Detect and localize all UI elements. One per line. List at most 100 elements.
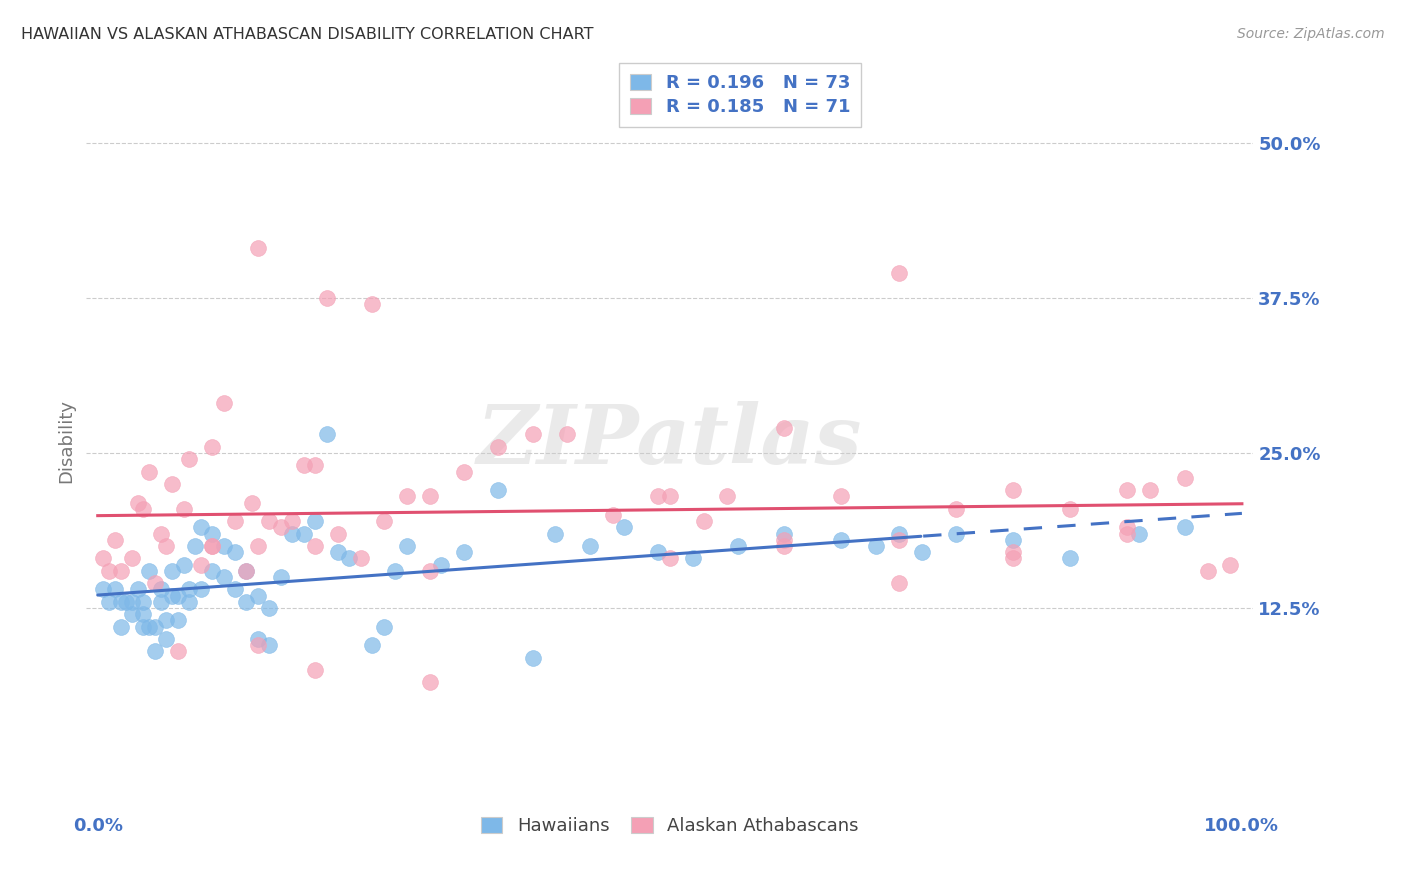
Point (110, 564, 132, 578)
Point (201, 539, 224, 553)
Point (910, 545, 932, 559)
Point (1139, 483, 1161, 497)
Point (350, 551, 373, 566)
Point (1002, 551, 1025, 566)
Point (115, 595, 138, 609)
Point (201, 526, 224, 541)
Point (361, 297, 384, 311)
Point (430, 558, 453, 572)
Point (160, 589, 183, 603)
Point (127, 495, 149, 509)
Point (149, 595, 172, 609)
Point (235, 564, 257, 578)
Point (1059, 501, 1081, 516)
Point (212, 396, 235, 410)
Point (555, 427, 578, 442)
Point (138, 564, 160, 578)
Point (270, 520, 292, 534)
Point (246, 241, 269, 255)
Point (166, 644, 188, 658)
Point (887, 526, 910, 541)
Point (326, 545, 349, 559)
Point (486, 483, 509, 497)
Point (693, 514, 716, 528)
Point (315, 291, 337, 305)
Point (373, 514, 395, 528)
Point (281, 514, 304, 528)
Point (304, 663, 326, 677)
Point (127, 582, 149, 597)
Point (384, 564, 406, 578)
Point (132, 607, 155, 622)
Point (104, 533, 127, 547)
Point (1116, 526, 1139, 541)
Point (1002, 533, 1025, 547)
Point (259, 514, 281, 528)
Point (682, 551, 704, 566)
Point (173, 558, 195, 572)
Point (155, 539, 177, 553)
Point (110, 619, 132, 633)
Point (190, 558, 212, 572)
Text: Source: ZipAtlas.com: Source: ZipAtlas.com (1237, 27, 1385, 41)
Point (1002, 545, 1025, 559)
Point (315, 427, 337, 442)
Point (259, 638, 281, 652)
Text: HAWAIIAN VS ALASKAN ATHABASCAN DISABILITY CORRELATION CHART: HAWAIIAN VS ALASKAN ATHABASCAN DISABILIT… (21, 27, 593, 42)
Text: ZIPatlas: ZIPatlas (477, 401, 862, 481)
Point (149, 582, 172, 597)
Point (143, 644, 166, 658)
Point (419, 675, 441, 690)
Point (160, 477, 183, 491)
Point (138, 619, 160, 633)
Point (1116, 520, 1139, 534)
Point (1174, 520, 1197, 534)
Point (98, 595, 121, 609)
Point (246, 632, 269, 646)
Point (121, 551, 143, 566)
Point (143, 576, 166, 591)
Point (602, 508, 624, 522)
Point (240, 495, 263, 509)
Point (945, 526, 967, 541)
Legend: Hawaiians, Alaskan Athabascans: Hawaiians, Alaskan Athabascans (472, 808, 868, 845)
Point (578, 539, 600, 553)
Point (647, 489, 669, 503)
Point (110, 595, 132, 609)
Point (339, 551, 361, 566)
Point (773, 526, 796, 541)
Point (453, 545, 475, 559)
Point (945, 501, 967, 516)
Point (1116, 483, 1139, 497)
Point (1197, 564, 1219, 578)
Point (143, 619, 166, 633)
Point (184, 539, 207, 553)
Point (830, 533, 852, 547)
Point (373, 619, 395, 633)
Point (132, 501, 155, 516)
Point (246, 589, 269, 603)
Point (166, 613, 188, 627)
Point (212, 539, 235, 553)
Point (104, 582, 127, 597)
Point (212, 570, 235, 584)
Point (453, 465, 475, 479)
Point (830, 489, 852, 503)
Point (419, 489, 441, 503)
Point (647, 545, 669, 559)
Point (155, 613, 177, 627)
Point (887, 533, 910, 547)
Point (486, 440, 509, 454)
Point (522, 427, 544, 442)
Point (1219, 558, 1241, 572)
Point (1128, 526, 1150, 541)
Point (1002, 483, 1025, 497)
Point (773, 533, 796, 547)
Point (281, 526, 304, 541)
Point (201, 440, 224, 454)
Point (658, 489, 681, 503)
Point (98, 564, 121, 578)
Point (887, 576, 910, 591)
Point (179, 452, 201, 467)
Point (224, 514, 246, 528)
